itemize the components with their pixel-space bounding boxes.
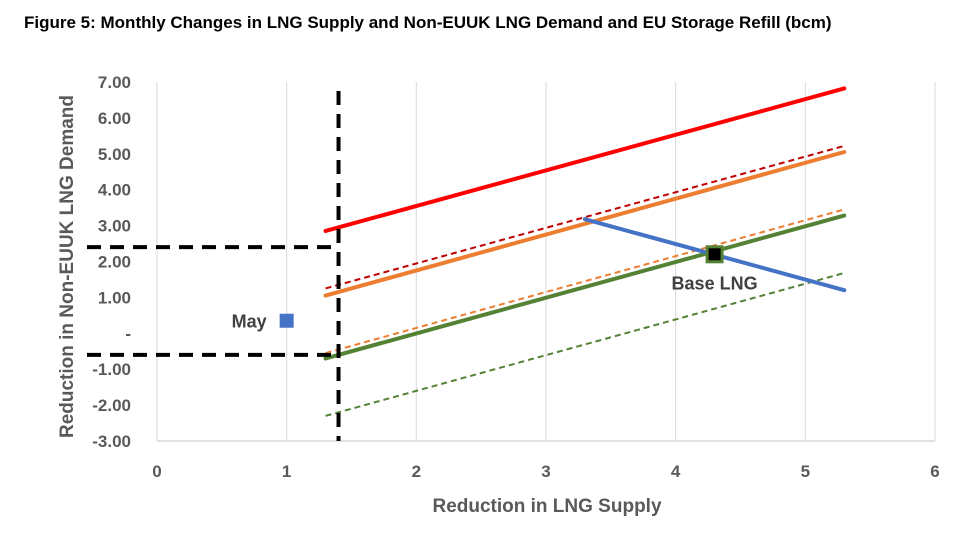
x-tick-label: 4: [671, 462, 681, 481]
y-tick-label: 5.00: [98, 145, 131, 164]
point-may: [279, 313, 294, 328]
x-tick-label: 5: [801, 462, 810, 481]
series-line-4: [325, 208, 845, 355]
series-line-1: [323, 86, 847, 233]
point-label-base-lng: Base LNG: [672, 273, 758, 293]
axes: [156, 82, 935, 442]
y-tick-label: 3.00: [98, 217, 131, 236]
chart-title: Figure 5: Monthly Changes in LNG Supply …: [24, 13, 832, 32]
x-axis-title: Reduction in LNG Supply: [432, 496, 661, 517]
points: May Base LNG: [232, 245, 758, 332]
point-label-may: May: [232, 312, 267, 332]
y-tick-label: -3.00: [92, 432, 131, 451]
point-base-lng: [708, 248, 721, 261]
reference-lines: [87, 90, 341, 441]
y-tick-label: 6.00: [98, 109, 131, 128]
x-tick-label: 1: [282, 462, 291, 481]
y-tick-label: 2.00: [98, 253, 131, 272]
y-tick-label: -1.00: [92, 360, 131, 379]
y-tick-label: -2.00: [92, 396, 131, 415]
x-tick-label: 3: [541, 462, 550, 481]
series-line-5: [323, 213, 847, 361]
x-tick-label: 2: [412, 462, 421, 481]
y-tick-label: -: [125, 324, 131, 343]
axis-labels: 0 1 2 3 4 5 6-3.00-2.00-1.00-1.002.003.004.005…: [57, 73, 940, 517]
y-tick-label: 1.00: [98, 288, 131, 307]
series-lines: [323, 86, 847, 417]
y-tick-label: 7.00: [98, 73, 131, 92]
y-axis-title: Reduction in Non-EUUK LNG Demand: [57, 95, 78, 438]
series-line-3: [323, 150, 847, 298]
x-tick-label: 0: [152, 462, 161, 481]
x-tick-label: 6: [930, 462, 939, 481]
grid-lines: [156, 82, 936, 441]
series-line-6: [325, 272, 845, 417]
y-tick-label: 4.00: [98, 181, 131, 200]
